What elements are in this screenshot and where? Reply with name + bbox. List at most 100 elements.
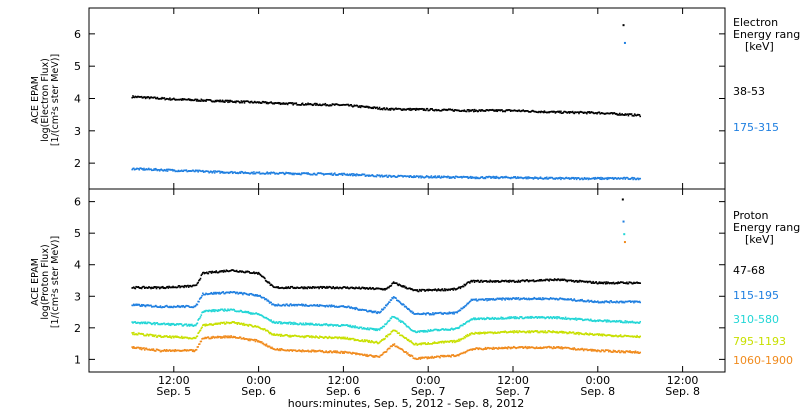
data-point	[152, 169, 155, 172]
data-point	[312, 286, 315, 288]
data-point	[470, 177, 473, 179]
data-point	[211, 309, 214, 311]
data-point	[279, 102, 281, 104]
data-point	[371, 174, 374, 176]
data-point	[564, 316, 567, 319]
data-point	[447, 312, 450, 315]
data-point	[238, 310, 241, 313]
data-point	[154, 350, 157, 352]
data-point	[494, 110, 497, 112]
data-point	[503, 298, 506, 300]
data-point	[411, 355, 414, 357]
data-point	[415, 107, 418, 110]
data-point	[566, 280, 568, 283]
data-point	[478, 318, 481, 321]
data-point	[257, 340, 260, 342]
data-point	[501, 318, 503, 320]
data-point	[224, 101, 226, 103]
data-point	[514, 316, 517, 318]
data-point	[480, 279, 483, 282]
data-point	[344, 286, 346, 288]
data-point	[462, 337, 465, 340]
data-point	[396, 283, 399, 286]
data-point	[427, 356, 430, 358]
data-point	[607, 320, 609, 323]
data-point	[441, 288, 444, 290]
data-point	[526, 347, 528, 350]
data-point	[586, 177, 589, 180]
data-point	[301, 286, 304, 289]
data-point	[509, 109, 511, 111]
data-point	[560, 178, 562, 181]
data-point	[627, 114, 630, 117]
x-axis-caption: hours:minutes, Sep. 5, 2012 - Sep. 8, 20…	[288, 397, 525, 410]
data-point	[180, 323, 183, 326]
data-point	[326, 304, 328, 307]
data-point	[224, 308, 226, 311]
data-point	[330, 337, 333, 340]
data-point	[597, 300, 599, 303]
data-point	[251, 171, 254, 174]
data-point	[467, 177, 470, 180]
data-point	[588, 111, 590, 113]
data-point	[465, 110, 468, 113]
data-point	[364, 340, 367, 343]
data-point	[556, 330, 558, 333]
data-point	[154, 96, 156, 99]
data-point	[304, 103, 306, 106]
data-point	[169, 349, 171, 351]
data-point	[475, 176, 477, 178]
data-point	[256, 294, 258, 296]
data-point	[561, 297, 564, 300]
data-point	[360, 326, 363, 329]
data-point	[142, 333, 144, 335]
data-point	[616, 282, 619, 285]
data-point	[197, 346, 199, 348]
data-point	[477, 348, 480, 351]
data-point	[611, 351, 614, 353]
data-point	[210, 170, 213, 173]
data-point	[193, 350, 196, 353]
data-point	[250, 324, 253, 327]
data-point	[248, 338, 250, 340]
data-point	[516, 110, 519, 113]
data-point	[301, 304, 304, 307]
data-point	[324, 305, 327, 308]
data-point	[638, 114, 641, 116]
data-point	[295, 303, 298, 306]
data-point	[329, 324, 331, 327]
data-point	[366, 327, 369, 329]
data-point	[326, 336, 328, 339]
series-legend: 38-53175-31547-68115-195310-580795-11931…	[733, 85, 793, 367]
data-point	[287, 335, 290, 337]
data-point	[590, 350, 593, 352]
data-point	[211, 270, 214, 273]
data-point	[214, 271, 217, 274]
data-point	[141, 305, 144, 307]
data-point	[282, 303, 285, 306]
data-point	[381, 327, 383, 329]
data-point	[477, 331, 480, 334]
data-point	[311, 173, 314, 176]
data-point	[196, 303, 199, 306]
data-point	[483, 332, 486, 335]
data-point	[428, 330, 431, 333]
data-point	[510, 280, 513, 283]
data-point	[489, 279, 492, 282]
data-point	[468, 301, 470, 304]
data-point	[485, 298, 488, 300]
data-point	[168, 324, 170, 326]
data-point	[156, 96, 159, 99]
data-point	[143, 349, 146, 351]
data-point	[155, 168, 158, 171]
data-point	[286, 321, 289, 324]
data-point	[258, 272, 261, 275]
data-point	[534, 176, 536, 179]
data-point	[495, 298, 498, 301]
data-point	[451, 312, 454, 315]
data-point	[491, 316, 494, 319]
data-point	[204, 99, 207, 102]
data-point	[213, 291, 215, 294]
data-point	[165, 304, 168, 307]
data-point	[131, 346, 133, 348]
